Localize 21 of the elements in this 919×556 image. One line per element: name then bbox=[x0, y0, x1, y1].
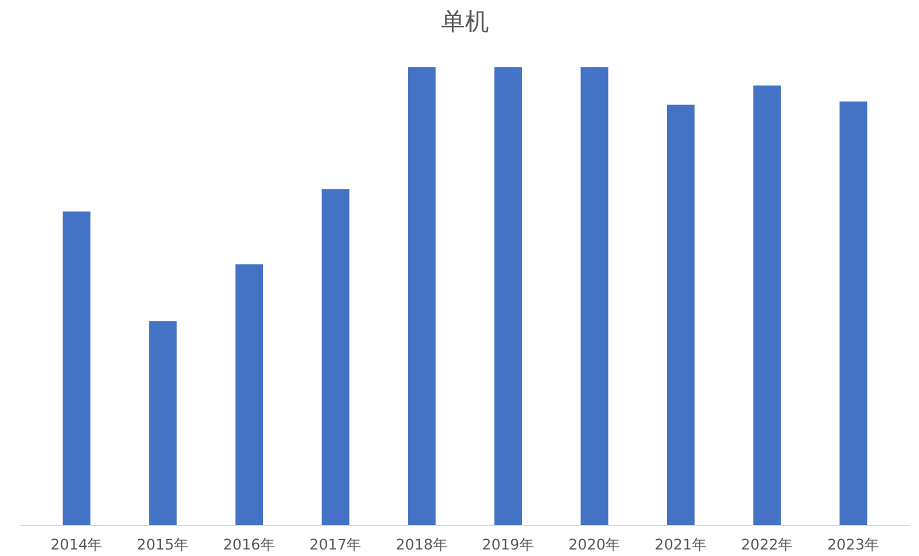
bar bbox=[494, 67, 522, 526]
x-tick-label: 2020年 bbox=[568, 536, 621, 554]
bar bbox=[62, 212, 90, 526]
bar bbox=[235, 264, 264, 526]
bar bbox=[580, 67, 608, 526]
bar bbox=[149, 321, 177, 526]
bar bbox=[322, 189, 350, 526]
chart-title: 单机 bbox=[441, 8, 489, 36]
x-tick-label: 2019年 bbox=[482, 536, 534, 554]
bar bbox=[666, 104, 695, 526]
bar bbox=[753, 86, 781, 526]
bar bbox=[408, 67, 436, 526]
x-tick-label: 2022年 bbox=[740, 536, 794, 554]
x-tick-label: 2014年 bbox=[50, 536, 103, 554]
x-tick-label: 2023年 bbox=[827, 536, 880, 554]
x-tick-label: 2021年 bbox=[654, 536, 707, 554]
x-tick-label: 2016年 bbox=[223, 536, 276, 554]
x-tick-label: 2015年 bbox=[136, 536, 190, 554]
x-tick-label: 2017年 bbox=[309, 536, 362, 554]
bar bbox=[840, 102, 868, 526]
x-tick-label: 2018年 bbox=[396, 536, 448, 554]
